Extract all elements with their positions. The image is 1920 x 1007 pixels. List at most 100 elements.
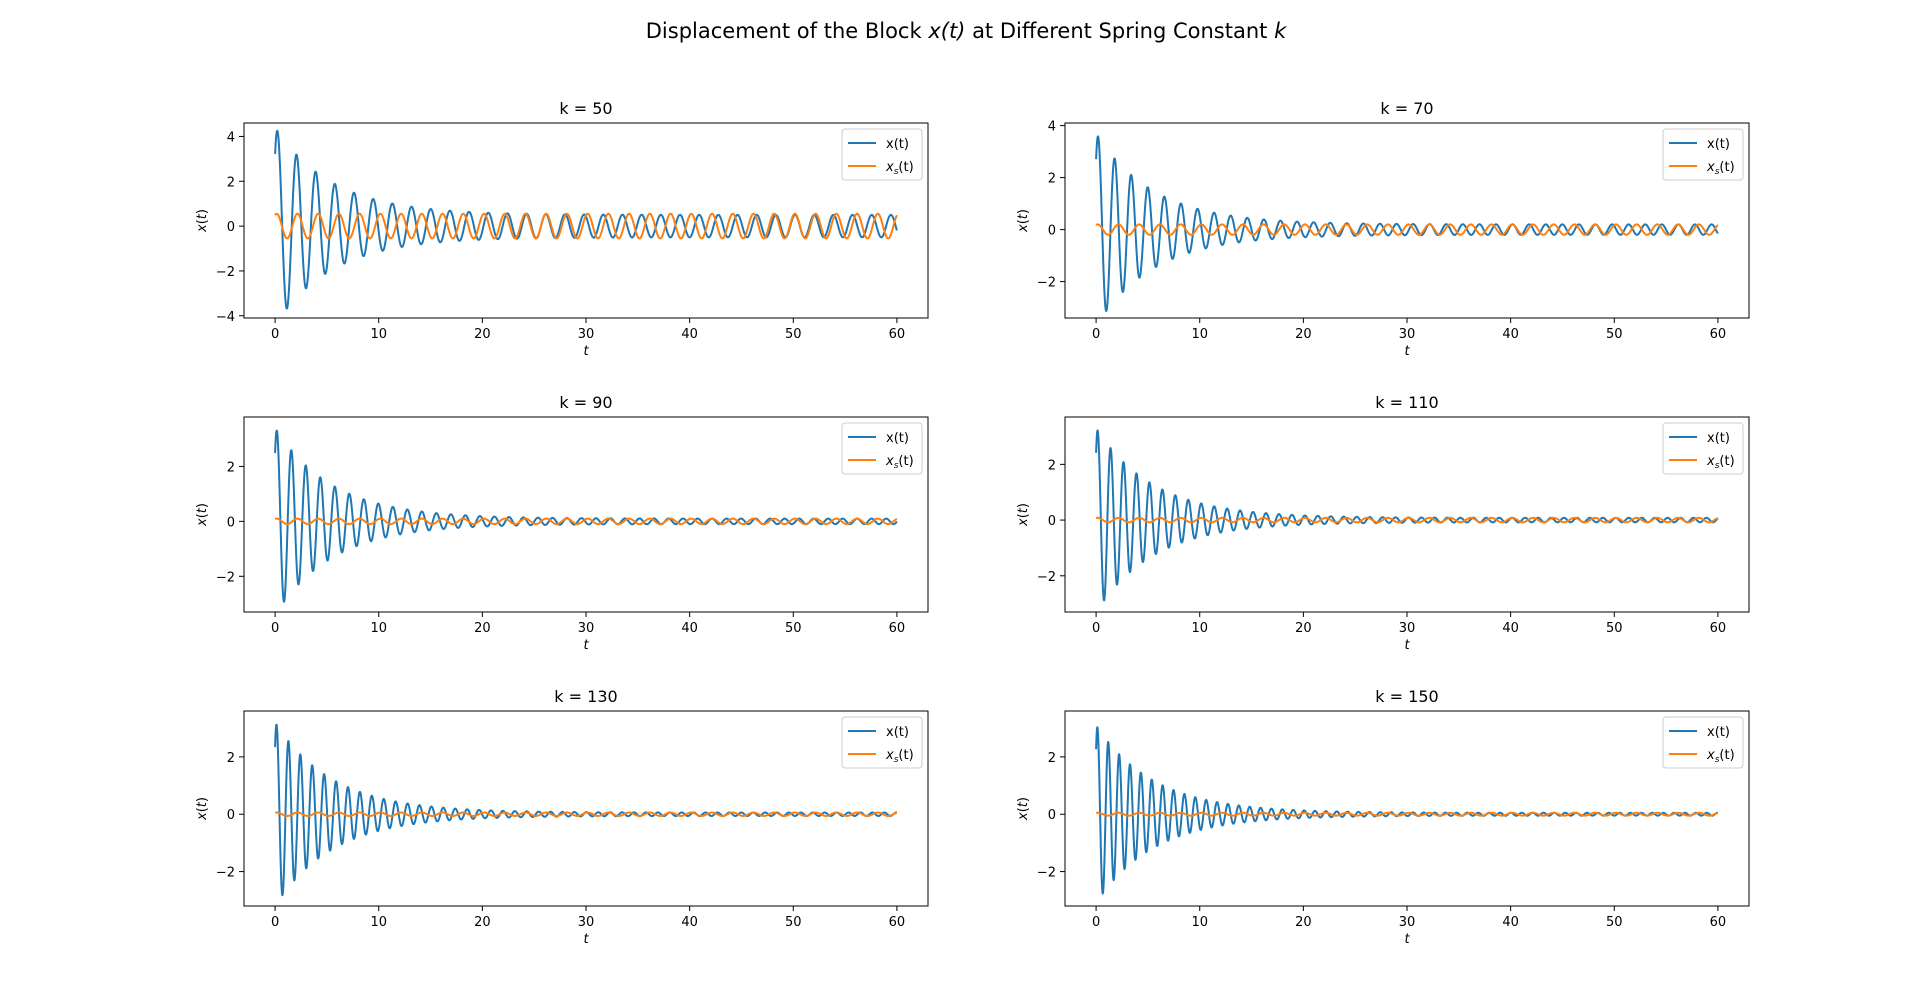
series-line-xs xyxy=(1095,516,1719,524)
x-tick-label: 20 xyxy=(1295,327,1312,342)
legend-label-sub: s xyxy=(894,755,899,765)
legend-frame xyxy=(1662,128,1744,181)
series-line-xs xyxy=(274,212,898,240)
y-axis-label-var: x xyxy=(1016,812,1031,821)
y-axis-label-var: x xyxy=(195,224,210,233)
y-tick-label: 2 xyxy=(227,751,235,766)
x-tick-label: 40 xyxy=(681,621,698,636)
y-axis-label-arg: t xyxy=(195,801,210,807)
y-axis-label: x(t) xyxy=(195,209,210,233)
series-line-x xyxy=(274,129,898,310)
y-axis-label-paren-close: ) xyxy=(1016,797,1031,802)
subplot-title: k = 110 xyxy=(1375,393,1438,412)
legend-label-main: x xyxy=(1706,748,1715,763)
legend-label-main: x xyxy=(885,160,894,175)
series-line-x xyxy=(274,723,898,897)
x-tick-label: 0 xyxy=(271,621,279,636)
legend-frame xyxy=(1662,422,1744,475)
y-axis-label: x(t) xyxy=(195,503,210,527)
x-tick-label: 30 xyxy=(578,327,595,342)
axes-frame xyxy=(1064,710,1750,907)
legend-label-rest: (t) xyxy=(1719,160,1734,175)
subplot-title: k = 70 xyxy=(1380,99,1433,118)
legend: x(t)xs(t) xyxy=(841,128,923,181)
series-line-xs xyxy=(274,811,898,817)
x-axis-label: t xyxy=(1404,932,1410,947)
y-axis-label: x(t) xyxy=(1016,503,1031,527)
legend: x(t)xs(t) xyxy=(841,422,923,475)
series-group xyxy=(1095,429,1719,602)
y-axis-label-var: x xyxy=(195,518,210,527)
legend-label-rest: (t) xyxy=(898,160,913,175)
y-tick-label: 0 xyxy=(227,220,235,235)
series-line-x xyxy=(274,429,898,603)
x-tick-label: 40 xyxy=(1502,915,1519,930)
y-axis-label-paren-open: ( xyxy=(195,219,210,224)
y-axis-label-var: x xyxy=(195,812,210,821)
x-tick-label: 60 xyxy=(1710,327,1727,342)
subplot-title: k = 150 xyxy=(1375,687,1438,706)
subplot-title: k = 90 xyxy=(559,393,612,412)
legend-frame xyxy=(841,422,923,475)
y-tick-label: −2 xyxy=(216,570,235,585)
legend-label-sub: s xyxy=(1715,461,1720,471)
legend-label-x: x(t) xyxy=(1707,431,1730,446)
x-tick-label: 10 xyxy=(1191,915,1208,930)
x-tick-label: 50 xyxy=(785,621,802,636)
y-tick-label: 2 xyxy=(1048,172,1056,187)
legend-frame xyxy=(1662,716,1744,769)
y-tick-label: 4 xyxy=(1048,120,1056,135)
legend-label-xs: xs(t) xyxy=(885,454,914,471)
series-line-xs xyxy=(1095,223,1719,236)
x-tick-label: 40 xyxy=(681,327,698,342)
y-axis-label-paren-close: ) xyxy=(1016,209,1031,214)
legend-frame xyxy=(841,128,923,181)
x-tick-label: 20 xyxy=(1295,621,1312,636)
y-axis-label: x(t) xyxy=(1016,797,1031,821)
legend-label-xs: xs(t) xyxy=(1706,160,1735,177)
y-tick-label: 0 xyxy=(1048,224,1056,239)
subplot-grid: k = 500 10 20 30 40 50 60−4−2024tx(t)x(t)xs(t)… xyxy=(195,99,1750,947)
legend-label-main: x xyxy=(1706,454,1715,469)
series-group xyxy=(1095,726,1719,895)
x-tick-label: 30 xyxy=(1399,621,1416,636)
x-tick-label: 0 xyxy=(271,327,279,342)
axes-frame xyxy=(243,710,929,907)
legend-label-main: x xyxy=(1706,160,1715,175)
series-line-x xyxy=(1095,429,1719,602)
x-tick-label: 0 xyxy=(1092,327,1100,342)
series-line-xs xyxy=(274,517,898,526)
x-tick-label: 10 xyxy=(370,621,387,636)
y-tick-label: −2 xyxy=(1037,570,1056,585)
x-tick-label: 50 xyxy=(1606,327,1623,342)
x-tick-label: 50 xyxy=(1606,621,1623,636)
legend-label-main: x xyxy=(885,454,894,469)
series-group xyxy=(274,129,898,310)
x-tick-label: 20 xyxy=(1295,915,1312,930)
x-tick-label: 30 xyxy=(1399,327,1416,342)
series-group xyxy=(1095,135,1719,312)
y-axis-label: x(t) xyxy=(1016,209,1031,233)
series-line-x xyxy=(1095,135,1719,312)
subplot-title: k = 130 xyxy=(554,687,617,706)
series-line-xs xyxy=(1095,811,1719,817)
x-tick-label: 30 xyxy=(578,915,595,930)
legend-label-sub: s xyxy=(1715,167,1720,177)
y-axis-label-var: x xyxy=(1016,224,1031,233)
y-tick-label: 2 xyxy=(1048,751,1056,766)
legend-label-sub: s xyxy=(894,167,899,177)
legend-label-xs: xs(t) xyxy=(885,748,914,765)
y-axis-label-var: x xyxy=(1016,518,1031,527)
y-axis-label: x(t) xyxy=(195,797,210,821)
legend-label-sub: s xyxy=(1715,755,1720,765)
y-tick-label: 4 xyxy=(227,130,235,145)
x-tick-label: 60 xyxy=(889,327,906,342)
x-tick-label: 10 xyxy=(1191,327,1208,342)
y-tick-label: −2 xyxy=(216,866,235,881)
legend-label-x: x(t) xyxy=(1707,137,1730,152)
legend-label-rest: (t) xyxy=(898,748,913,763)
